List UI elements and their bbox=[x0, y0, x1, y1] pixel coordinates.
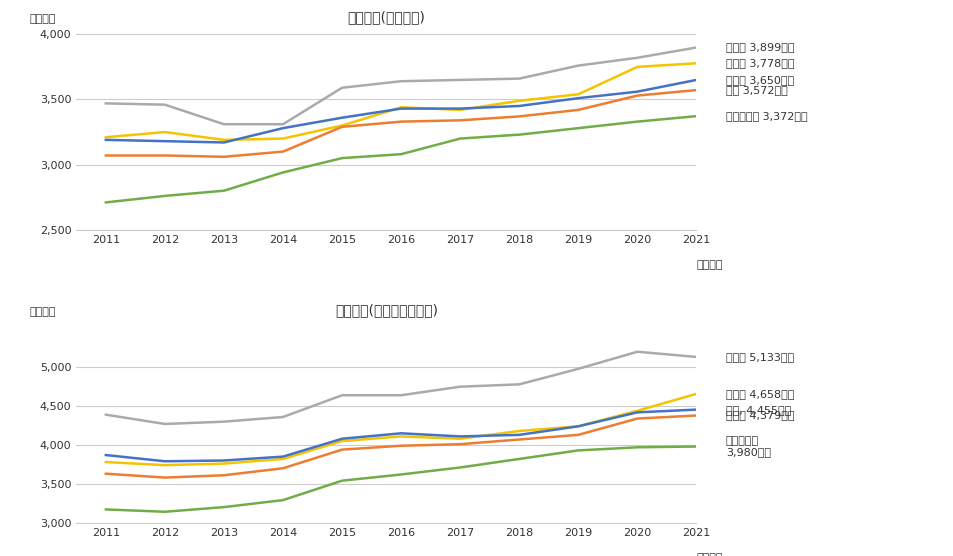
Title: 所要資金(土地付注文住宅): 所要資金(土地付注文住宅) bbox=[335, 302, 437, 317]
Text: 全国, 4,455万円: 全国, 4,455万円 bbox=[725, 405, 790, 415]
Text: （年度）: （年度） bbox=[696, 553, 722, 556]
Text: 近畿圏 4,658万円: 近畿圏 4,658万円 bbox=[725, 389, 794, 399]
Text: 全国 3,572万円: 全国 3,572万円 bbox=[725, 85, 787, 95]
Text: 東海圏 4,379万円: 東海圏 4,379万円 bbox=[725, 410, 794, 420]
Text: その他地域 3,372万円: その他地域 3,372万円 bbox=[725, 111, 807, 121]
Text: 首都圏 5,133万円: 首都圏 5,133万円 bbox=[725, 352, 793, 362]
Text: （万円）: （万円） bbox=[30, 306, 56, 316]
Text: 東海圏 3,650万円: 東海圏 3,650万円 bbox=[725, 75, 793, 85]
Text: その他地域
3,980万円: その他地域 3,980万円 bbox=[725, 436, 770, 458]
Text: （年度）: （年度） bbox=[696, 260, 722, 270]
Text: 首都圏 3,899万円: 首都圏 3,899万円 bbox=[725, 42, 794, 52]
Title: 所要資金(注文住宅): 所要資金(注文住宅) bbox=[347, 10, 425, 24]
Text: 近畿圏 3,778万円: 近畿圏 3,778万円 bbox=[725, 58, 794, 68]
Text: （万円）: （万円） bbox=[30, 14, 56, 24]
